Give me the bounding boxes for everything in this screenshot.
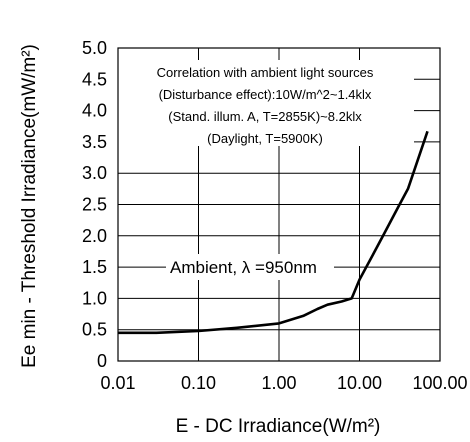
- y-axis-title: Ee min - Threshold Irradiance(mW/m²): [19, 44, 40, 368]
- annotation-line-3: (Stand. illum. A, T=2855K)~8.2klx: [168, 109, 362, 124]
- annotation-box: Correlation with ambient light sources (…: [116, 60, 414, 146]
- curve-layer: [118, 130, 429, 335]
- x-tick-label: 100.00: [412, 373, 467, 393]
- annotation-line-4: (Daylight, T=5900K): [207, 131, 323, 146]
- annotation-box-background: [116, 60, 414, 146]
- tick-labels: 0.01 0.10 1.00 10.00 100.00 0 0.5 1.0 1.5 2.0 2.5 3…: [82, 38, 468, 393]
- x-axis-title: E - DC Irradiance(W/m²): [176, 416, 381, 437]
- series-line: [118, 130, 429, 335]
- x-tick-label: 10.00: [337, 373, 382, 393]
- curve-label-background: [166, 254, 334, 280]
- y-tick-label: 0.5: [82, 320, 107, 340]
- y-tick-label: 3.5: [82, 132, 107, 152]
- y-tick-label: 3.0: [82, 163, 107, 183]
- y-tick-label: 1.5: [82, 257, 107, 277]
- annotation-line-1: Correlation with ambient light sources: [157, 65, 374, 80]
- annotation-line-2: (Disturbance effect):10W/m^2~1.4klx: [159, 87, 372, 102]
- plot-frame: [117, 47, 441, 362]
- y-tick-label: 4.0: [82, 101, 107, 121]
- y-tick-label: 5.0: [82, 38, 107, 58]
- series-label: Ambient, λ =950nm: [170, 258, 317, 277]
- curve-label: Ambient, λ =950nm: [166, 254, 334, 280]
- y-tick-label: 0: [97, 351, 107, 371]
- x-tick-label: 0.01: [100, 373, 135, 393]
- x-tick-label: 1.00: [261, 373, 296, 393]
- y-tick-label: 1.0: [82, 288, 107, 308]
- y-tick-label: 2.5: [82, 195, 107, 215]
- y-tick-label: 4.5: [82, 69, 107, 89]
- x-tick-label: 0.10: [181, 373, 216, 393]
- y-tick-label: 2.0: [82, 226, 107, 246]
